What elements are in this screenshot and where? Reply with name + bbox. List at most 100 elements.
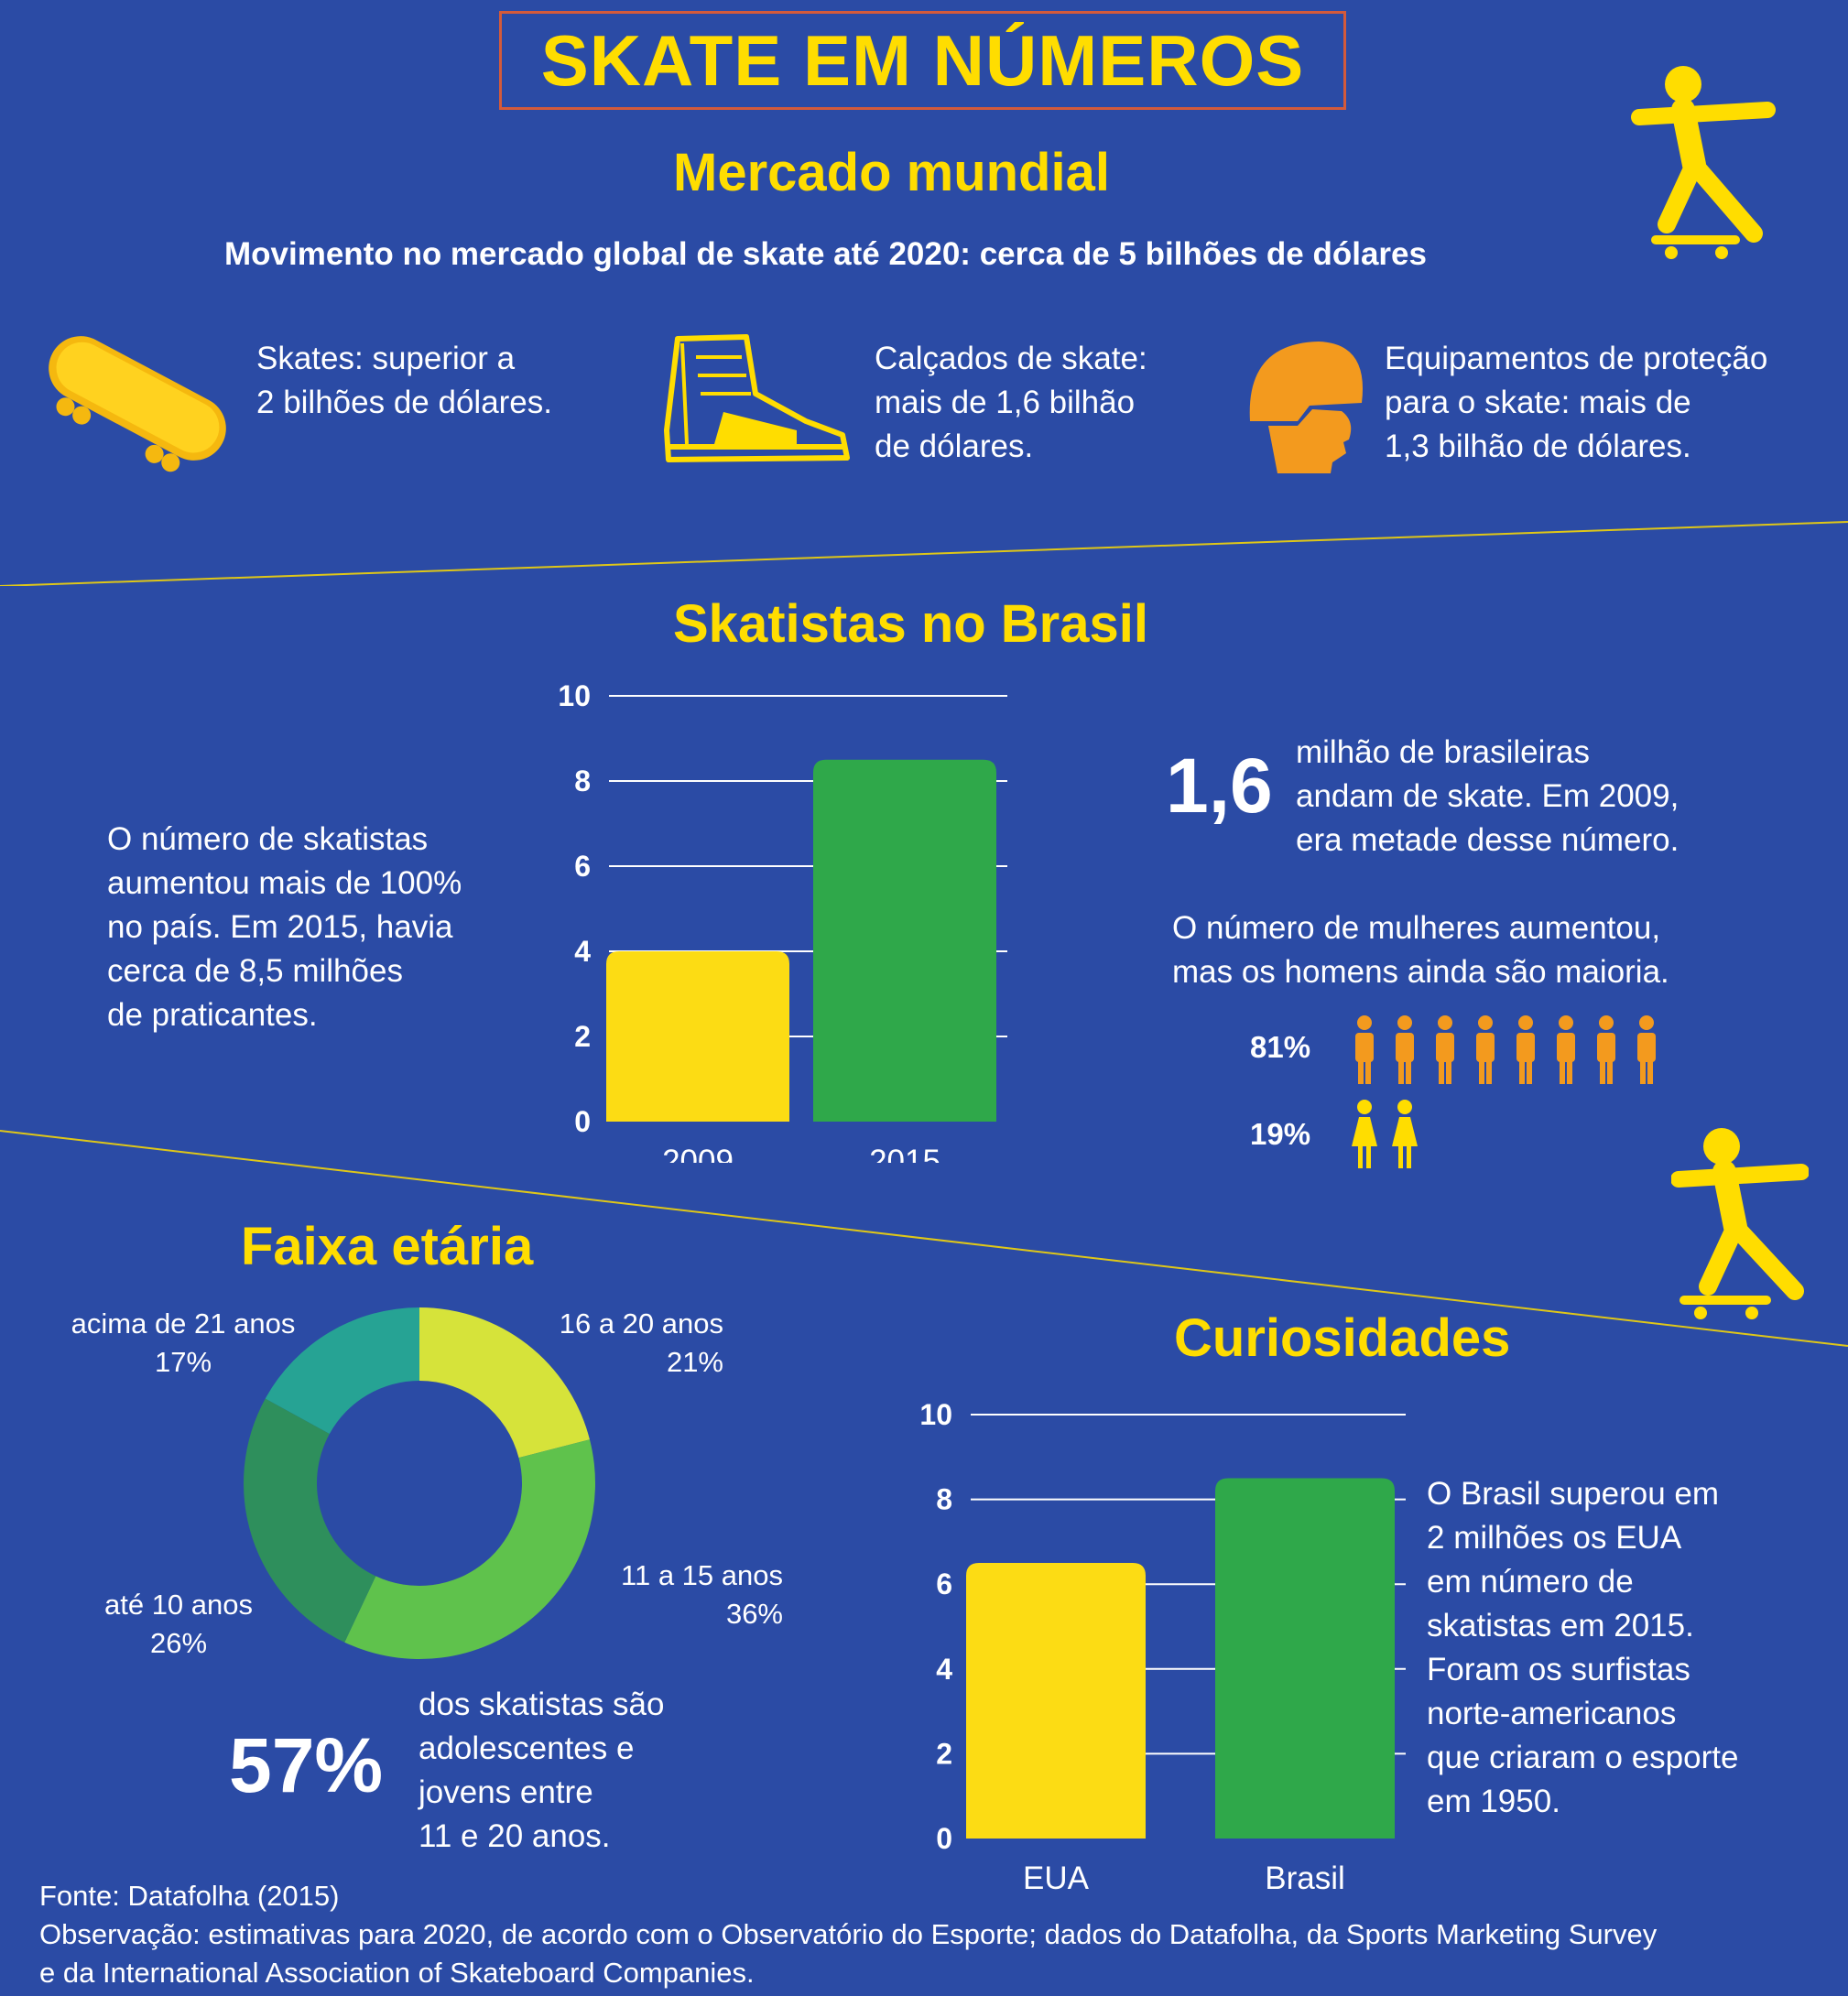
curiosidades-text: O Brasil superou em 2 milhões os EUA em … — [1427, 1472, 1738, 1824]
bar-EUA — [966, 1563, 1146, 1839]
skates-text: Skates: superior a 2 bilhões de dólares. — [256, 337, 552, 425]
y-tick-label: 10 — [919, 1398, 952, 1431]
man-icon — [1476, 1015, 1495, 1084]
calcados-text: Calçados de skate: mais de 1,6 bilhão de… — [875, 337, 1147, 469]
age-donut-chart — [244, 1307, 595, 1659]
equipamentos-line-3: 1,3 bilhão de dólares. — [1385, 428, 1691, 464]
y-tick-label: 2 — [936, 1737, 952, 1770]
man-icon — [1396, 1015, 1414, 1084]
brasil-left-line-5: de praticantes. — [107, 997, 318, 1033]
skates-line-1: Skates: superior a — [256, 341, 516, 376]
skates-line-2: 2 bilhões de dólares. — [256, 385, 552, 420]
curiosidades-line-5: Foram os surfistas — [1427, 1652, 1690, 1687]
y-tick-label: 6 — [936, 1568, 952, 1600]
highlight-line-3: jovens entre — [419, 1774, 593, 1810]
curiosidades-line-2: 2 milhões os EUA — [1427, 1520, 1682, 1556]
x-tick-label: 2015 — [869, 1144, 940, 1163]
label-acima-21-name: acima de 21 anos — [71, 1307, 296, 1340]
man-icon — [1557, 1015, 1575, 1084]
equipamentos-line-1: Equipamentos de proteção — [1385, 341, 1768, 376]
brasil-heading: Skatistas no Brasil — [673, 594, 1148, 654]
donut-slice-2 — [244, 1398, 376, 1643]
brasil-right-line-1: milhão de brasileiras — [1296, 734, 1590, 770]
men-pct: 81% — [1250, 1030, 1311, 1064]
y-tick-label: 8 — [936, 1483, 952, 1516]
label-11-15-pct: 36% — [725, 1598, 783, 1630]
equipamentos-text: Equipamentos de proteção para o skate: m… — [1385, 337, 1767, 469]
helmet-icon — [1249, 342, 1364, 473]
footer-obs-1: Observação: estimativas para 2020, de ac… — [39, 1918, 1658, 1950]
label-ate-10-pct: 26% — [149, 1627, 208, 1659]
y-tick-label: 8 — [574, 765, 591, 797]
x-tick-label: Brasil — [1265, 1860, 1345, 1896]
calcados-line-1: Calçados de skate: — [875, 341, 1147, 376]
footer-obs-2: e da International Association of Skateb… — [39, 1957, 755, 1989]
women-pct: 19% — [1250, 1117, 1311, 1151]
x-tick-label: 2009 — [662, 1144, 734, 1163]
curiosidades-line-3: em número de — [1427, 1564, 1634, 1600]
faixa-heading: Faixa etária — [241, 1217, 534, 1276]
mercado-heading: Mercado mundial — [673, 143, 1110, 202]
man-icon — [1597, 1015, 1615, 1084]
women-icons — [1352, 1100, 1418, 1168]
brasil-bar-chart: 0 2 4 6 8 10 2009 2015 — [558, 679, 1007, 1163]
curiosidades-line-4: skatistas em 2015. — [1427, 1608, 1694, 1643]
y-tick-label: 10 — [558, 679, 591, 712]
footer-fonte: Fonte: Datafolha (2015) — [39, 1880, 340, 1912]
women-text: O número de mulheres aumentou, mas os ho… — [1172, 906, 1669, 994]
highlight-line-2: adolescentes e — [419, 1730, 635, 1766]
label-16-20: 16 a 20 anos 21% — [522, 1305, 723, 1382]
divider-1 — [0, 521, 1848, 586]
bar-2015 — [813, 759, 996, 1122]
brasil-right-line-3: era metade desse número. — [1296, 822, 1680, 858]
highlight-number: 57% — [229, 1722, 384, 1808]
y-tick-label: 6 — [574, 850, 591, 883]
curiosidades-bar-chart: 0 2 4 6 8 10 EUA Brasil — [919, 1398, 1406, 1896]
curiosidades-line-1: O Brasil superou em — [1427, 1476, 1720, 1512]
skater-icon-2 — [1671, 1128, 1809, 1319]
y-tick-label: 4 — [936, 1653, 952, 1686]
y-tick-label: 0 — [574, 1105, 591, 1138]
label-ate-10-name: até 10 anos — [103, 1589, 254, 1621]
highlight-line-4: 11 e 20 anos. — [419, 1818, 611, 1854]
brasil-big-number-text: milhão de brasileiras andam de skate. Em… — [1296, 731, 1679, 862]
man-icon — [1516, 1015, 1535, 1084]
skateboard-icon — [49, 336, 226, 472]
label-16-20-pct: 21% — [666, 1346, 723, 1378]
man-icon — [1355, 1015, 1374, 1084]
y-tick-label: 2 — [574, 1020, 591, 1053]
curiosidades-line-7: que criaram o esporte — [1427, 1740, 1739, 1775]
man-icon — [1436, 1015, 1454, 1084]
men-icons — [1355, 1015, 1656, 1084]
divider-2 — [0, 1130, 1848, 1347]
mercado-subtitle: Movimento no mercado global de skate até… — [224, 236, 1427, 272]
woman-icon — [1392, 1100, 1418, 1168]
y-tick-label: 0 — [936, 1822, 952, 1855]
x-tick-label: EUA — [1023, 1860, 1090, 1896]
label-11-15-name: 11 a 15 anos — [621, 1559, 783, 1591]
label-11-15: 11 a 15 anos 36% — [582, 1557, 783, 1633]
women-line-2: mas os homens ainda são maioria. — [1172, 954, 1669, 990]
donut-slice-0 — [419, 1307, 590, 1459]
skater-icon — [1631, 66, 1776, 259]
label-ate-10: até 10 anos 26% — [87, 1586, 270, 1663]
man-icon — [1637, 1015, 1656, 1084]
brasil-left-text: O número de skatistas aumentou mais de 1… — [107, 818, 462, 1037]
label-16-20-name: 16 a 20 anos — [559, 1307, 723, 1340]
highlight-text: dos skatistas são adolescentes e jovens … — [419, 1683, 664, 1859]
calcados-line-2: mais de 1,6 bilhão — [875, 385, 1136, 420]
highlight-line-1: dos skatistas são — [419, 1687, 665, 1722]
sneaker-icon — [664, 334, 850, 462]
woman-icon — [1352, 1100, 1377, 1168]
brasil-left-line-2: aumentou mais de 100% — [107, 865, 462, 901]
bar-Brasil — [1215, 1478, 1395, 1839]
curiosidades-heading: Curiosidades — [1174, 1308, 1511, 1368]
brasil-left-line-3: no país. Em 2015, havia — [107, 909, 453, 945]
curiosidades-line-6: norte-americanos — [1427, 1696, 1677, 1731]
brasil-left-line-1: O número de skatistas — [107, 821, 429, 857]
equipamentos-line-2: para o skate: mais de — [1385, 385, 1691, 420]
brasil-left-line-4: cerca de 8,5 milhões — [107, 953, 403, 989]
calcados-line-3: de dólares. — [875, 428, 1034, 464]
donut-slice-3 — [265, 1307, 419, 1435]
page-title: SKATE EM NÚMEROS — [540, 19, 1305, 101]
